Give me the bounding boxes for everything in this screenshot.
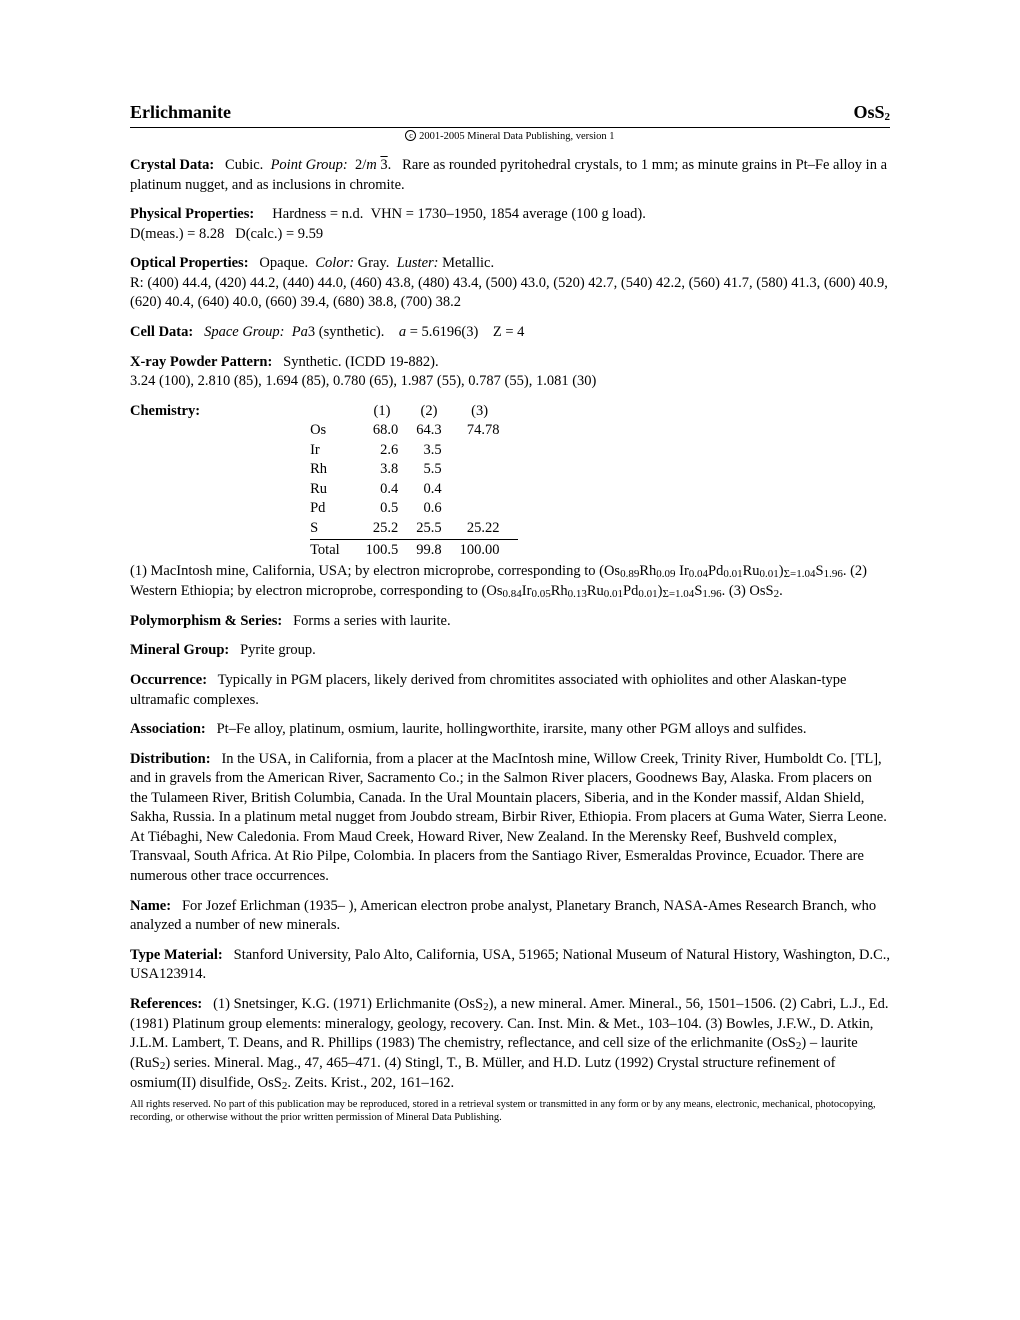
xray-pattern: X-ray Powder Pattern: Synthetic. (ICDD 1… — [130, 353, 890, 392]
section-text: Pt–Fe alloy, platinum, osmium, laurite, … — [217, 721, 807, 737]
section-text: Space Group: Pa3 (synthetic). a = 5.6196… — [204, 324, 524, 340]
references: References: (1) Snetsinger, K.G. (1971) … — [130, 995, 890, 1094]
section-label: Occurrence: — [130, 672, 207, 688]
section-label: Optical Properties: — [130, 255, 249, 271]
name-section: Name: For Jozef Erlichman (1935– ), Amer… — [130, 897, 890, 936]
copyright-icon: c — [405, 130, 416, 141]
section-text: Cubic. Point Group: 2/m 3. Rare as round… — [130, 157, 887, 193]
section-text: Pyrite group. — [240, 642, 316, 658]
copyright-line: c 2001-2005 Mineral Data Publishing, ver… — [130, 130, 890, 144]
distribution: Distribution: In the USA, in California,… — [130, 750, 890, 887]
section-label: Physical Properties: — [130, 206, 254, 222]
section-text: In the USA, in California, from a placer… — [130, 751, 887, 884]
section-label: Type Material: — [130, 947, 223, 963]
section-label: Cell Data: — [130, 324, 193, 340]
physical-properties: Physical Properties: Hardness = n.d. VHN… — [130, 205, 890, 244]
type-material: Type Material: Stanford University, Palo… — [130, 946, 890, 985]
copyright-text: 2001-2005 Mineral Data Publishing, versi… — [419, 131, 614, 142]
table-row: Ru0.40.4 — [310, 480, 517, 500]
mineral-group: Mineral Group: Pyrite group. — [130, 641, 890, 661]
table-total: Total 100.5 99.8 100.00 — [310, 539, 517, 560]
mineral-name: Erlichmanite — [130, 100, 231, 124]
polymorphism: Polymorphism & Series: Forms a series wi… — [130, 612, 890, 632]
cell-data: Cell Data: Space Group: Pa3 (synthetic).… — [130, 323, 890, 343]
occurrence: Occurrence: Typically in PGM placers, li… — [130, 671, 890, 710]
table-row: Rh3.85.5 — [310, 460, 517, 480]
section-label: References: — [130, 996, 202, 1012]
table-header: (1) (2) (3) — [310, 402, 517, 422]
chemistry-table: (1) (2) (3) Os68.064.374.78Ir2.63.5Rh3.8… — [310, 402, 517, 561]
section-label: Chemistry: — [130, 402, 200, 422]
section-label: Distribution: — [130, 751, 211, 767]
chemistry-section: Chemistry: (1) (2) (3) Os68.064.374.78Ir… — [130, 402, 890, 561]
section-label: Name: — [130, 898, 171, 914]
association: Association: Pt–Fe alloy, platinum, osmi… — [130, 720, 890, 740]
table-row: S25.225.525.22 — [310, 519, 517, 539]
section-text: Forms a series with laurite. — [293, 613, 450, 629]
section-label: Association: — [130, 721, 206, 737]
section-label: Crystal Data: — [130, 157, 214, 173]
footer-rights: All rights reserved. No part of this pub… — [130, 1098, 890, 1124]
table-row: Ir2.63.5 — [310, 441, 517, 461]
section-label: Polymorphism & Series: — [130, 613, 282, 629]
table-row: Os68.064.374.78 — [310, 421, 517, 441]
crystal-data: Crystal Data: Cubic. Point Group: 2/m 3.… — [130, 156, 890, 195]
section-text: (1) Snetsinger, K.G. (1971) Erlichmanite… — [130, 996, 889, 1091]
formula: OsS2 — [853, 100, 890, 125]
section-text: For Jozef Erlichman (1935– ), American e… — [130, 898, 876, 934]
optical-properties: Optical Properties: Opaque. Color: Gray.… — [130, 254, 890, 313]
header: Erlichmanite OsS2 — [130, 100, 890, 128]
section-label: X-ray Powder Pattern: — [130, 354, 272, 370]
chemistry-notes: (1) MacIntosh mine, California, USA; by … — [130, 562, 890, 602]
table-row: Pd0.50.6 — [310, 499, 517, 519]
section-text: Stanford University, Palo Alto, Californ… — [130, 947, 890, 983]
section-label: Mineral Group: — [130, 642, 229, 658]
section-text: Typically in PGM placers, likely derived… — [130, 672, 846, 708]
